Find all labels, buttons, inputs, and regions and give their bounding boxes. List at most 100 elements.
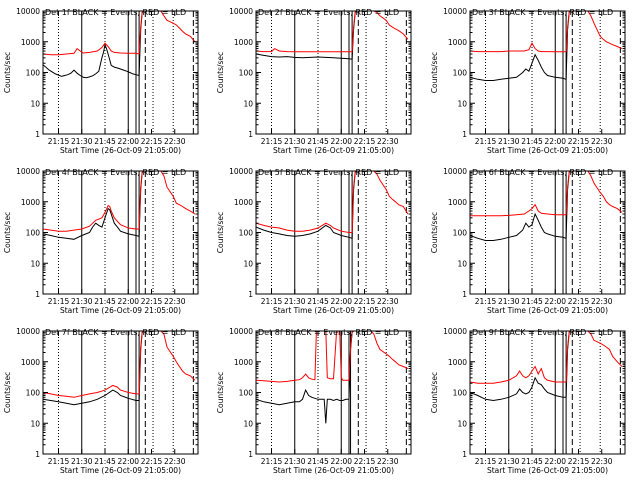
x-tick-label: 21:30 — [498, 457, 520, 466]
plot-frame — [42, 10, 199, 135]
x-tick-label: 22:30 — [164, 457, 186, 466]
x-axis-label: Start Time (26-Oct-09 21:05:00) — [273, 466, 394, 475]
x-tick-label: 22:00 — [117, 137, 139, 146]
plot-frame — [42, 170, 199, 295]
x-tick-label: 21:45 — [94, 457, 116, 466]
x-tick-label: 22:15 — [354, 137, 376, 146]
lld-series-line — [256, 171, 409, 233]
y-tick-label: 10000 — [16, 7, 40, 16]
y-tick-label: 100 — [453, 389, 468, 398]
y-tick-label: 100 — [239, 69, 254, 78]
panel-title: Det 3f BLACK = Events, RED = LLD — [472, 8, 613, 17]
x-tick-label: 22:30 — [164, 297, 186, 306]
panel-7: 1 10 100 1000 10000 21:15 21:30 21:45 22:00 22:15… — [3, 327, 199, 475]
y-tick-label: 100 — [26, 69, 41, 78]
y-tick-label: 10 — [457, 259, 467, 268]
x-tick-label: 21:15 — [48, 297, 70, 306]
x-axis-label: Start Time (26-Oct-09 21:05:00) — [487, 146, 608, 155]
y-tick-label: 10000 — [229, 327, 253, 336]
panel-8: 1 10 100 1000 10000 21:15 21:30 21:45 22:00 22:15… — [216, 327, 412, 475]
y-tick-label: 10000 — [443, 167, 467, 176]
y-axis-label: Counts/sec — [430, 212, 439, 253]
y-tick-label: 1000 — [448, 198, 467, 207]
x-tick-label: 21:45 — [521, 457, 543, 466]
panel-title: Det 2f BLACK = Events, RED = LLD — [258, 8, 399, 17]
y-tick-label: 1 — [462, 290, 467, 299]
panel-1: 1 10 100 1000 10000 21:15 21:30 21:45 22:00 22:15… — [3, 7, 199, 155]
y-tick-label: 100 — [239, 229, 254, 238]
x-axis-label: Start Time (26-Oct-09 21:05:00) — [273, 306, 394, 315]
lld-series-line — [256, 11, 409, 53]
y-tick-label: 1 — [462, 130, 467, 139]
x-tick-label: 21:15 — [48, 457, 70, 466]
y-axis-label: Counts/sec — [3, 212, 12, 253]
x-tick-label: 21:30 — [284, 297, 306, 306]
x-axis-label: Start Time (26-Oct-09 21:05:00) — [60, 306, 181, 315]
lld-series-line — [470, 11, 623, 53]
x-tick-label: 22:30 — [164, 137, 186, 146]
y-tick-label: 1 — [248, 290, 253, 299]
x-axis-label: Start Time (26-Oct-09 21:05:00) — [487, 466, 608, 475]
x-tick-label: 21:15 — [475, 137, 497, 146]
y-tick-label: 1000 — [234, 38, 253, 47]
panel-5: 1 10 100 1000 10000 21:15 21:30 21:45 22:00 22:15… — [216, 167, 412, 315]
x-tick-label: 22:30 — [591, 137, 613, 146]
x-tick-label: 22:15 — [354, 457, 376, 466]
y-tick-label: 10000 — [229, 7, 253, 16]
events-series-line — [256, 171, 368, 239]
x-tick-label: 21:45 — [307, 297, 329, 306]
x-tick-label: 22:15 — [568, 137, 590, 146]
x-tick-label: 22:30 — [591, 297, 613, 306]
y-tick-label: 10 — [30, 419, 40, 428]
y-tick-label: 10000 — [229, 167, 253, 176]
y-tick-label: 100 — [239, 389, 254, 398]
y-tick-label: 1000 — [234, 358, 253, 367]
plot-frame — [469, 170, 626, 295]
x-tick-label: 21:30 — [71, 457, 93, 466]
panel-4: 1 10 100 1000 10000 21:15 21:30 21:45 22:00 22:15… — [3, 167, 199, 315]
x-tick-label: 22:30 — [591, 457, 613, 466]
y-tick-label: 10 — [243, 99, 253, 108]
y-tick-label: 10000 — [443, 7, 467, 16]
x-axis-label: Start Time (26-Oct-09 21:05:00) — [60, 466, 181, 475]
panel-title: Det 6f BLACK = Events, RED = LLD — [472, 168, 613, 177]
events-series-line — [256, 11, 368, 60]
x-tick-label: 22:15 — [141, 457, 163, 466]
y-tick-label: 10 — [457, 419, 467, 428]
y-tick-label: 1 — [35, 450, 40, 459]
lld-series-line — [43, 331, 196, 398]
y-tick-label: 1000 — [448, 358, 467, 367]
y-axis-label: Counts/sec — [430, 372, 439, 413]
events-series-line — [470, 171, 582, 241]
y-tick-label: 100 — [26, 389, 41, 398]
y-tick-label: 100 — [26, 229, 41, 238]
events-series-line — [43, 171, 155, 240]
x-tick-label: 21:45 — [94, 137, 116, 146]
y-axis-label: Counts/sec — [430, 52, 439, 93]
x-axis-label: Start Time (26-Oct-09 21:05:00) — [487, 306, 608, 315]
x-tick-label: 21:45 — [521, 137, 543, 146]
x-tick-label: 22:15 — [568, 297, 590, 306]
lld-series-line — [43, 171, 196, 232]
x-tick-label: 21:15 — [261, 137, 283, 146]
x-tick-label: 21:45 — [307, 137, 329, 146]
x-tick-label: 21:15 — [48, 137, 70, 146]
x-tick-label: 22:30 — [377, 297, 399, 306]
y-tick-label: 100 — [453, 229, 468, 238]
plot-frame — [469, 10, 626, 135]
lld-series-line — [470, 171, 623, 217]
panel-title: Det 1f BLACK = Events, RED = LLD — [45, 8, 186, 17]
x-tick-label: 22:00 — [544, 457, 566, 466]
x-tick-label: 21:30 — [284, 457, 306, 466]
y-tick-label: 1000 — [448, 38, 467, 47]
x-tick-label: 22:00 — [330, 137, 352, 146]
lld-series-line — [256, 331, 409, 383]
panel-6: 1 10 100 1000 10000 21:15 21:30 21:45 22:00 22:15… — [430, 167, 626, 315]
x-tick-label: 21:45 — [94, 297, 116, 306]
x-tick-label: 21:30 — [498, 297, 520, 306]
panel-title: Det 7f BLACK = Events, RED = LLD — [45, 328, 186, 337]
x-tick-label: 22:15 — [141, 297, 163, 306]
x-tick-label: 21:30 — [71, 297, 93, 306]
x-tick-label: 21:30 — [284, 137, 306, 146]
